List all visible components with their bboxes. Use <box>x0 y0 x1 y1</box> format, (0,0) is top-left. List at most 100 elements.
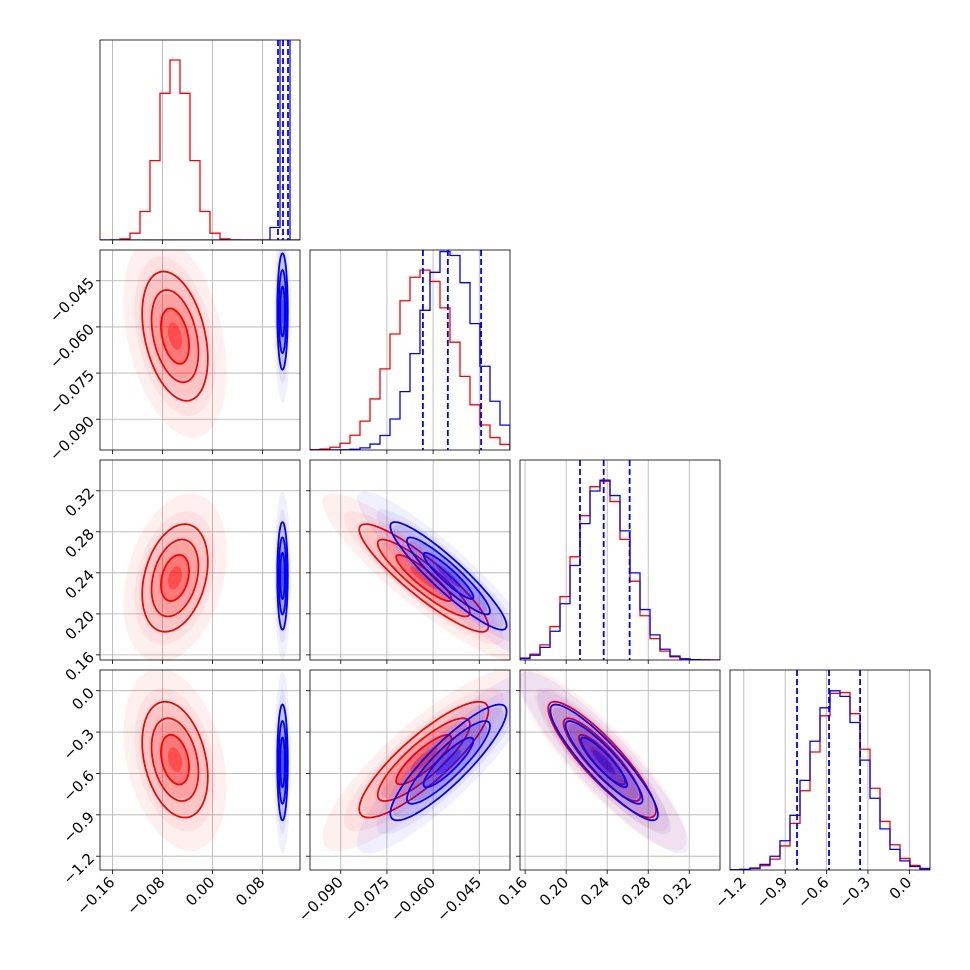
density-fill <box>568 723 640 801</box>
contour <box>141 523 209 633</box>
density-fill <box>423 552 474 599</box>
scatter-cloud <box>376 509 510 642</box>
panel <box>100 670 300 870</box>
density-fill <box>143 526 207 630</box>
panel-frame <box>729 669 931 871</box>
scatter-cloud <box>343 511 504 645</box>
y-tick-label: −0.060 <box>46 320 98 372</box>
density-fill <box>550 704 654 815</box>
x-tick-label: 0.24 <box>577 873 613 909</box>
x-tick-label: −0.6 <box>794 873 832 911</box>
scatter-cloud <box>537 690 671 835</box>
density-fill <box>160 734 190 785</box>
contour <box>159 307 191 365</box>
panel-frame <box>519 669 721 871</box>
contour <box>564 720 644 805</box>
density-fill <box>168 747 182 773</box>
density-fill <box>380 542 467 614</box>
scatter-cloud <box>134 256 216 417</box>
density-fill <box>396 554 452 601</box>
panel-frame <box>99 459 301 661</box>
x-tick-label: −0.075 <box>341 873 393 925</box>
contour <box>150 538 200 618</box>
panel-frame <box>99 39 301 241</box>
x-tick-label: −0.090 <box>295 873 347 925</box>
scatter-cloud <box>134 511 216 645</box>
panel-frame <box>99 249 301 451</box>
contour <box>376 717 471 802</box>
scatter-cloud <box>376 690 510 835</box>
density-fill <box>590 747 614 773</box>
scatter-cloud <box>322 670 510 851</box>
panel-frame <box>309 249 511 451</box>
scatter-cloud <box>134 688 216 832</box>
y-tick-label: −0.3 <box>60 725 98 763</box>
histogram <box>730 691 930 870</box>
density-fill <box>281 299 284 324</box>
contour <box>580 736 629 789</box>
contour <box>277 536 288 616</box>
contour <box>277 719 288 805</box>
y-tick-label: −1.2 <box>60 849 98 887</box>
contour <box>276 703 289 822</box>
contour <box>150 289 200 384</box>
density-fill <box>409 540 488 612</box>
x-tick-label: 0.32 <box>659 873 695 909</box>
panel <box>310 250 510 450</box>
scatter-cloud <box>322 493 510 660</box>
scatter-cloud <box>357 491 510 653</box>
x-tick-label: 0.0 <box>886 873 916 903</box>
contour <box>141 270 209 402</box>
density-fill <box>566 721 638 799</box>
contour <box>279 736 286 789</box>
y-tick-label: 0.0 <box>68 684 98 714</box>
x-tick-label: 0.20 <box>536 873 572 909</box>
density-fill <box>393 707 504 818</box>
y-tick-label: 0.16 <box>62 648 98 684</box>
density-fill <box>281 564 284 588</box>
panel <box>310 670 510 870</box>
contour <box>279 551 286 601</box>
contour <box>358 523 490 633</box>
contour <box>276 252 289 371</box>
panel-frame <box>309 459 511 661</box>
x-tick-label: −0.060 <box>387 873 439 925</box>
contour <box>389 703 508 822</box>
contour <box>358 700 490 819</box>
x-tick-label: −0.08 <box>123 873 168 918</box>
x-tick-label: −1.2 <box>711 873 749 911</box>
density-fill <box>579 734 626 785</box>
y-tick-label: 0.20 <box>62 607 98 643</box>
x-tick-label: −0.045 <box>433 873 485 925</box>
panel <box>100 460 300 660</box>
histogram <box>310 269 510 450</box>
y-tick-label: −0.045 <box>46 274 98 326</box>
x-tick-label: −0.9 <box>753 873 791 911</box>
density-fill <box>552 707 656 818</box>
contour <box>395 554 453 602</box>
density-fill <box>168 322 182 350</box>
x-tick-label: −0.3 <box>835 873 873 911</box>
panel <box>100 40 300 240</box>
x-tick-label: 0.28 <box>618 873 654 909</box>
density-fill <box>160 554 190 601</box>
density-fill <box>393 524 504 628</box>
y-tick-label: −0.090 <box>46 413 98 465</box>
panel <box>520 460 720 660</box>
contour <box>277 268 288 355</box>
density-fill <box>362 526 486 630</box>
panel-frame <box>309 669 511 871</box>
contour <box>150 717 200 802</box>
density-fill <box>281 750 284 775</box>
scatter-cloud <box>520 670 687 851</box>
contour <box>141 700 209 819</box>
density-fill <box>581 737 628 788</box>
contour <box>159 734 191 786</box>
density-fill <box>410 566 438 590</box>
panel <box>100 250 300 450</box>
contour <box>389 521 508 631</box>
x-tick-label: 0.00 <box>182 873 218 909</box>
density-fill <box>168 566 182 590</box>
panel-frame <box>99 669 301 871</box>
